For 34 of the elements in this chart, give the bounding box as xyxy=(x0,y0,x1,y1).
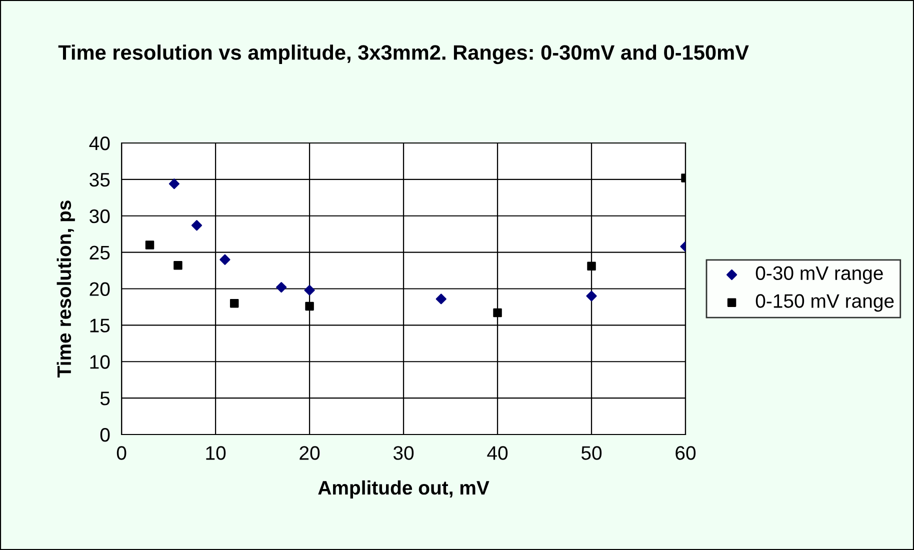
y-tick-label: 5 xyxy=(100,392,110,406)
point xyxy=(493,308,502,318)
point xyxy=(305,302,314,311)
x-tick-label: 60 xyxy=(676,446,696,460)
point xyxy=(276,282,287,293)
chart-title: Time resolution vs amplitude, 3x3mm2. Ranges: 0-30mV and 0-150mV xyxy=(58,44,749,64)
y-tick-label: 40 xyxy=(89,136,110,150)
y-tick-label: 25 xyxy=(90,246,110,260)
legend-label: 0-150 mV range xyxy=(756,294,894,312)
x-tick-label: 0 xyxy=(116,446,126,460)
y-tick-label: 20 xyxy=(90,282,110,296)
point xyxy=(174,261,182,270)
point xyxy=(587,262,596,271)
point xyxy=(436,294,446,304)
x-tick-label: 20 xyxy=(300,446,320,460)
x-tick-label: 30 xyxy=(393,446,414,460)
x-tick-label: 40 xyxy=(487,446,508,460)
legend-label: 0-30 mV range xyxy=(756,266,883,284)
point xyxy=(220,254,230,265)
y-tick-label: 30 xyxy=(90,209,110,224)
y-tick-label: 15 xyxy=(90,318,110,332)
y-axis-title: Time resolution, ps xyxy=(56,200,75,378)
x-axis-title: Amplitude out, mV xyxy=(318,480,490,499)
y-tick-label: 35 xyxy=(90,172,110,187)
point xyxy=(145,240,154,250)
point xyxy=(586,290,597,302)
x-tick-label: 10 xyxy=(206,446,226,460)
point xyxy=(168,178,180,190)
point xyxy=(191,220,202,231)
y-tick-label: 0 xyxy=(100,428,110,442)
point xyxy=(304,284,315,296)
point xyxy=(230,298,239,308)
x-tick-label: 50 xyxy=(581,446,602,460)
y-tick-label: 10 xyxy=(90,355,110,369)
